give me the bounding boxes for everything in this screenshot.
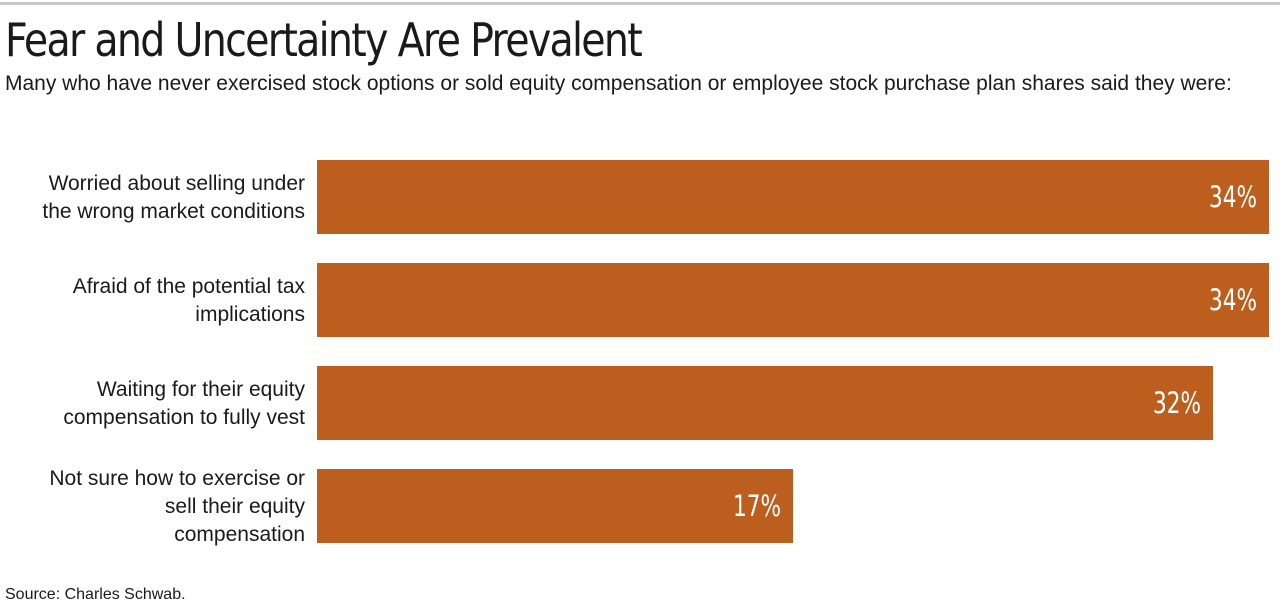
value-label-2: 32% (1153, 386, 1201, 420)
category-label-3: Not sure how to exercise or sell their eq… (49, 467, 305, 546)
category-label-line: Waiting for their equity (97, 378, 306, 401)
value-label-3: 17% (733, 489, 781, 523)
top-rule (0, 2, 1280, 5)
value-label-0: 34% (1209, 180, 1257, 214)
bar-3 (317, 469, 793, 543)
chart-subtitle: Many who have never exercised stock opti… (5, 72, 1232, 95)
value-label-1: 34% (1209, 283, 1257, 317)
category-label-1: Afraid of the potential tax implications (73, 275, 306, 326)
source-note: Source: Charles Schwab. (5, 586, 186, 603)
chart-title: Fear and Uncertainty Are Prevalent (5, 13, 643, 67)
category-label-line: the wrong market conditions (42, 200, 305, 223)
bar-1 (317, 263, 1269, 337)
bar-2 (317, 366, 1213, 440)
bar-0 (317, 160, 1269, 234)
category-label-line: Not sure how to exercise or (49, 467, 305, 490)
category-label-2: Waiting for their equity compensation to … (63, 378, 305, 429)
category-label-line: Worried about selling under (49, 172, 305, 195)
category-label-0: Worried about selling under the wrong mar… (42, 172, 305, 223)
category-label-line: compensation (174, 523, 305, 546)
category-label-line: Afraid of the potential tax (73, 275, 306, 298)
category-label-line: implications (195, 303, 305, 326)
category-label-line: sell their equity (165, 495, 306, 518)
category-label-line: compensation to fully vest (63, 406, 305, 429)
